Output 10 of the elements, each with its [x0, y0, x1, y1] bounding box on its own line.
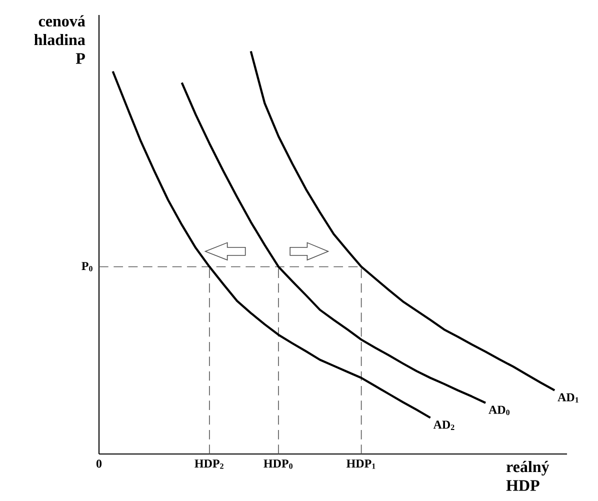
series-label: AD$_{1}$	[558, 393, 578, 403]
series-label: AD$_{2}$	[433, 420, 454, 430]
ref-line-label: P$_{0}$	[82, 262, 92, 272]
x-tick-label: HDP$_{0}$	[264, 460, 293, 469]
y-axis-title: cenová hladina P	[34, 15, 86, 64]
x-tick-label: HDP$_{1}$	[346, 460, 376, 469]
x-axis-title: reálný HDP	[506, 460, 550, 491]
x-tick-label: HDP$_{2}$	[194, 460, 224, 469]
series-label: AD$_{0}$	[488, 406, 510, 416]
x-tick-label: 0	[96, 460, 102, 468]
